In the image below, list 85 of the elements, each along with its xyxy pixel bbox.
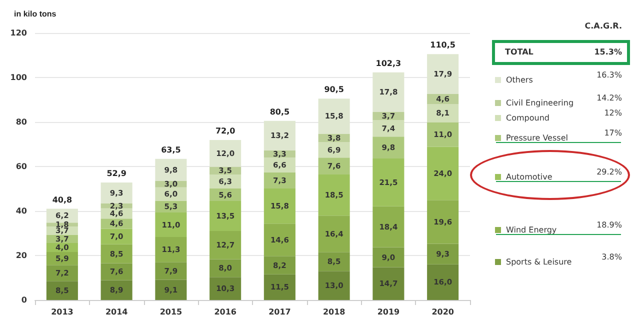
y-tick-label: 120	[10, 28, 28, 38]
bar	[372, 267, 404, 300]
bar	[427, 122, 459, 147]
bar	[264, 172, 296, 189]
text: 12%	[604, 108, 622, 118]
text: 16.3%	[596, 70, 622, 80]
bar	[155, 237, 187, 262]
bar	[318, 216, 350, 252]
y-tick-label: 60	[16, 162, 28, 171]
bar	[155, 262, 187, 280]
total-label: 72,0	[215, 126, 236, 136]
bar	[427, 264, 459, 300]
y-tick-label: 20	[16, 251, 28, 260]
bar	[100, 263, 132, 280]
bar	[210, 277, 242, 300]
total-label: 80,5	[270, 107, 290, 116]
bar	[264, 120, 296, 150]
x-tick-label: 2013	[51, 308, 74, 316]
total-label: 110,5	[430, 40, 456, 50]
bar	[318, 271, 350, 300]
y-tick-label: 100	[10, 73, 28, 82]
bar	[427, 54, 459, 94]
legend-label: Wind Energy	[506, 226, 557, 234]
total-label: 102,3	[376, 58, 402, 68]
text: TOTAL	[505, 48, 534, 56]
x-tick-label: 2014	[105, 308, 128, 316]
text: 15.3%	[594, 48, 622, 56]
bar	[100, 244, 132, 264]
total-label: 52,9	[106, 169, 127, 178]
y-axis-title: in kilo tons	[14, 10, 57, 18]
text: 17%	[604, 128, 622, 138]
y-tick-label: 40	[16, 206, 28, 216]
bar	[210, 140, 242, 167]
bar	[318, 98, 350, 134]
legend-label: Sports & Leisure	[506, 258, 572, 266]
bar	[264, 188, 296, 224]
text: C.A.G.R.	[584, 22, 622, 30]
legend-label: Pressure Vessel	[506, 134, 568, 142]
text: 18.9%	[596, 220, 622, 230]
bar	[427, 104, 459, 122]
bar	[264, 274, 296, 300]
bar	[210, 200, 242, 232]
bar	[264, 158, 296, 172]
bar	[427, 244, 459, 264]
bar	[46, 281, 78, 300]
bar	[155, 212, 187, 238]
x-tick-label: 2017	[268, 308, 291, 316]
text: 14.2%	[596, 94, 622, 102]
y-tick-label: 80	[16, 118, 28, 126]
x-tick-label: 2016	[214, 308, 237, 316]
bar	[264, 256, 296, 274]
x-tick-label: 2020	[432, 308, 454, 316]
bar	[372, 247, 404, 268]
text: 3.8%	[602, 252, 622, 262]
x-tick-label: 2018	[322, 308, 346, 316]
bar	[210, 231, 242, 260]
bar	[100, 182, 132, 204]
bar	[372, 136, 404, 158]
bar	[318, 252, 350, 272]
legend-label: Others	[506, 76, 533, 84]
bar	[318, 174, 350, 216]
bar	[100, 280, 132, 300]
bar	[427, 146, 459, 200]
total-label: 40,8	[52, 195, 72, 204]
bar	[46, 265, 78, 282]
total-label: 90,5	[324, 85, 344, 94]
total-label: 63,5	[161, 145, 182, 154]
bar	[155, 158, 187, 181]
bar	[372, 206, 404, 248]
bar	[427, 200, 459, 244]
bar	[372, 72, 404, 112]
x-tick-label: 2015	[160, 308, 183, 316]
bar	[264, 224, 296, 256]
legend-label: Compound	[506, 114, 550, 122]
text: 29.2%	[596, 168, 622, 176]
bar	[318, 142, 350, 158]
bar	[155, 280, 187, 300]
legend-label: Civil Engineering	[506, 98, 574, 108]
bar	[100, 228, 132, 244]
bar	[318, 158, 350, 175]
x-tick-label: 2019	[377, 308, 400, 316]
legend-label: Automotive	[506, 172, 552, 182]
y-tick-label: 0	[21, 296, 28, 304]
bar	[372, 158, 404, 206]
bar	[372, 120, 404, 137]
